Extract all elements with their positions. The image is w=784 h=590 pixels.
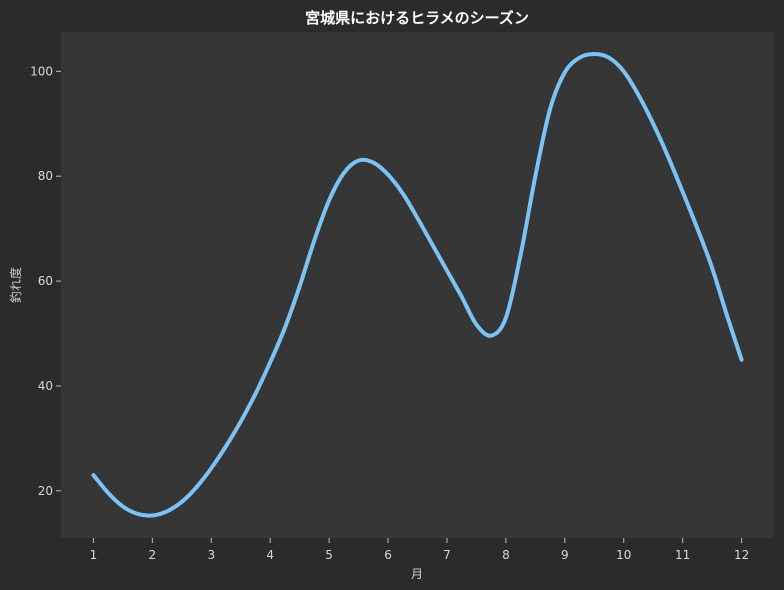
x-tick-label: 1 [90,548,98,562]
x-tick-label: 2 [149,548,157,562]
x-tick-label: 3 [207,548,215,562]
y-tick-label: 60 [38,274,53,288]
y-tick-label: 20 [38,484,53,498]
x-axis: 1 2 3 4 5 6 7 8 9 10 11 12 [90,538,749,562]
x-tick-label: 12 [734,548,749,562]
y-tick-label: 100 [30,64,53,78]
x-tick-label: 9 [561,548,569,562]
x-tick-label: 4 [266,548,274,562]
chart-title: 宮城県におけるヒラメのシーズン [305,9,529,27]
x-tick-label: 6 [384,548,392,562]
x-tick-label: 5 [325,548,333,562]
y-axis: 20 40 60 80 100 [30,64,61,498]
x-tick-label: 7 [443,548,451,562]
x-tick-label: 11 [675,548,690,562]
y-tick-label: 80 [38,169,53,183]
y-tick-label: 40 [38,379,53,393]
x-tick-label: 10 [616,548,631,562]
x-axis-label: 月 [411,567,423,581]
y-axis-label: 釣れ度 [8,267,23,303]
series-layer [91,52,744,518]
plot-area [61,32,774,538]
series-line-0 [91,52,744,518]
x-tick-label: 8 [502,548,510,562]
